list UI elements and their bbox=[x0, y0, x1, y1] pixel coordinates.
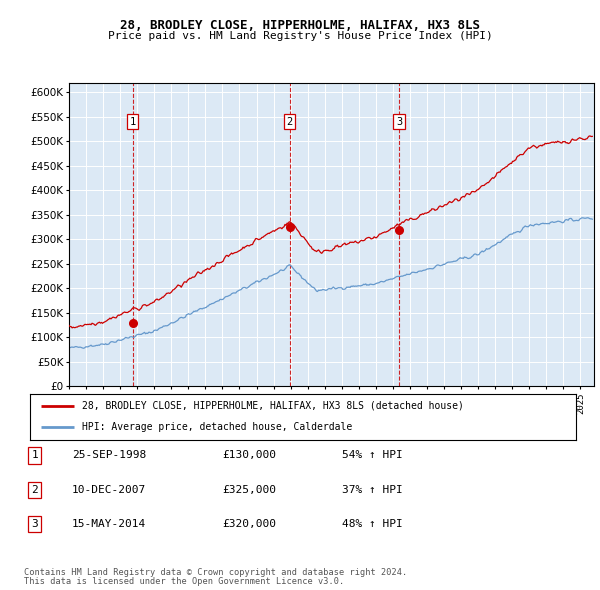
Text: 48% ↑ HPI: 48% ↑ HPI bbox=[342, 519, 403, 529]
Text: 3: 3 bbox=[31, 519, 38, 529]
Text: £320,000: £320,000 bbox=[222, 519, 276, 529]
Text: 2: 2 bbox=[286, 117, 293, 127]
Text: £130,000: £130,000 bbox=[222, 451, 276, 460]
Text: 37% ↑ HPI: 37% ↑ HPI bbox=[342, 485, 403, 494]
Text: 2: 2 bbox=[31, 485, 38, 494]
Text: 25-SEP-1998: 25-SEP-1998 bbox=[72, 451, 146, 460]
Text: Price paid vs. HM Land Registry's House Price Index (HPI): Price paid vs. HM Land Registry's House … bbox=[107, 31, 493, 41]
Text: £325,000: £325,000 bbox=[222, 485, 276, 494]
Text: 1: 1 bbox=[130, 117, 136, 127]
Text: Contains HM Land Registry data © Crown copyright and database right 2024.: Contains HM Land Registry data © Crown c… bbox=[24, 568, 407, 577]
Text: 54% ↑ HPI: 54% ↑ HPI bbox=[342, 451, 403, 460]
Text: 15-MAY-2014: 15-MAY-2014 bbox=[72, 519, 146, 529]
Text: 10-DEC-2007: 10-DEC-2007 bbox=[72, 485, 146, 494]
Text: This data is licensed under the Open Government Licence v3.0.: This data is licensed under the Open Gov… bbox=[24, 578, 344, 586]
Text: 3: 3 bbox=[396, 117, 402, 127]
Text: 28, BRODLEY CLOSE, HIPPERHOLME, HALIFAX, HX3 8LS (detached house): 28, BRODLEY CLOSE, HIPPERHOLME, HALIFAX,… bbox=[82, 401, 464, 411]
Text: HPI: Average price, detached house, Calderdale: HPI: Average price, detached house, Cald… bbox=[82, 422, 352, 432]
Text: 1: 1 bbox=[31, 451, 38, 460]
Text: 28, BRODLEY CLOSE, HIPPERHOLME, HALIFAX, HX3 8LS: 28, BRODLEY CLOSE, HIPPERHOLME, HALIFAX,… bbox=[120, 19, 480, 32]
